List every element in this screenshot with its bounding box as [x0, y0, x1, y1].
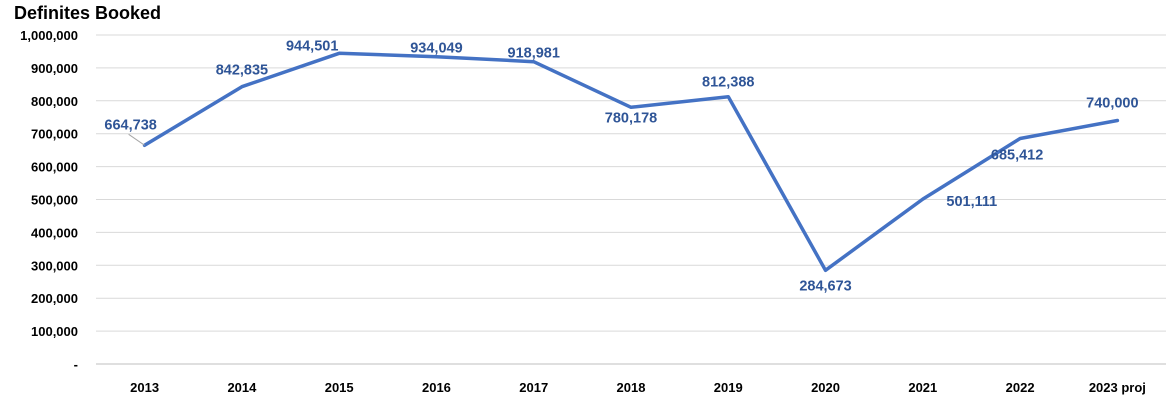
chart-title: Definites Booked: [14, 3, 162, 23]
data-label: 501,111: [946, 194, 997, 210]
x-tick-label: 2021: [908, 380, 937, 395]
y-tick-label: 400,000: [31, 225, 78, 240]
x-tick-label: 2017: [519, 380, 548, 395]
x-tick-label: 2019: [714, 380, 743, 395]
x-tick-label: 2014: [227, 380, 257, 395]
data-label: 780,178: [605, 110, 657, 126]
data-label: 284,673: [799, 278, 851, 294]
x-tick-label: 2020: [811, 380, 840, 395]
data-label: 944,501: [286, 38, 338, 54]
y-tick-label: 900,000: [31, 61, 78, 76]
x-tick-label: 2013: [130, 380, 159, 395]
y-tick-label: 200,000: [31, 291, 78, 306]
y-tick-label: -: [74, 357, 78, 372]
x-tick-label: 2015: [325, 380, 354, 395]
label-leader-line: [128, 133, 145, 146]
y-tick-label: 700,000: [31, 127, 78, 142]
y-tick-label: 600,000: [31, 160, 78, 175]
y-tick-label: 500,000: [31, 193, 78, 208]
x-tick-label: 2023 proj: [1089, 380, 1146, 395]
data-label: 812,388: [702, 75, 754, 91]
y-tick-label: 800,000: [31, 94, 78, 109]
data-label: 918,981: [508, 46, 560, 62]
y-tick-label: 1,000,000: [20, 28, 78, 43]
data-label: 685,412: [991, 147, 1043, 163]
data-label: 740,000: [1086, 96, 1138, 112]
y-tick-label: 300,000: [31, 258, 78, 273]
y-tick-label: 100,000: [31, 324, 78, 339]
data-label: 934,049: [410, 41, 462, 57]
series-line: [142, 51, 1120, 273]
data-label: 842,835: [216, 63, 268, 79]
x-tick-label: 2016: [422, 380, 451, 395]
x-tick-label: 2022: [1006, 380, 1035, 395]
data-label: 664,738: [104, 117, 156, 133]
x-tick-label: 2018: [617, 380, 646, 395]
